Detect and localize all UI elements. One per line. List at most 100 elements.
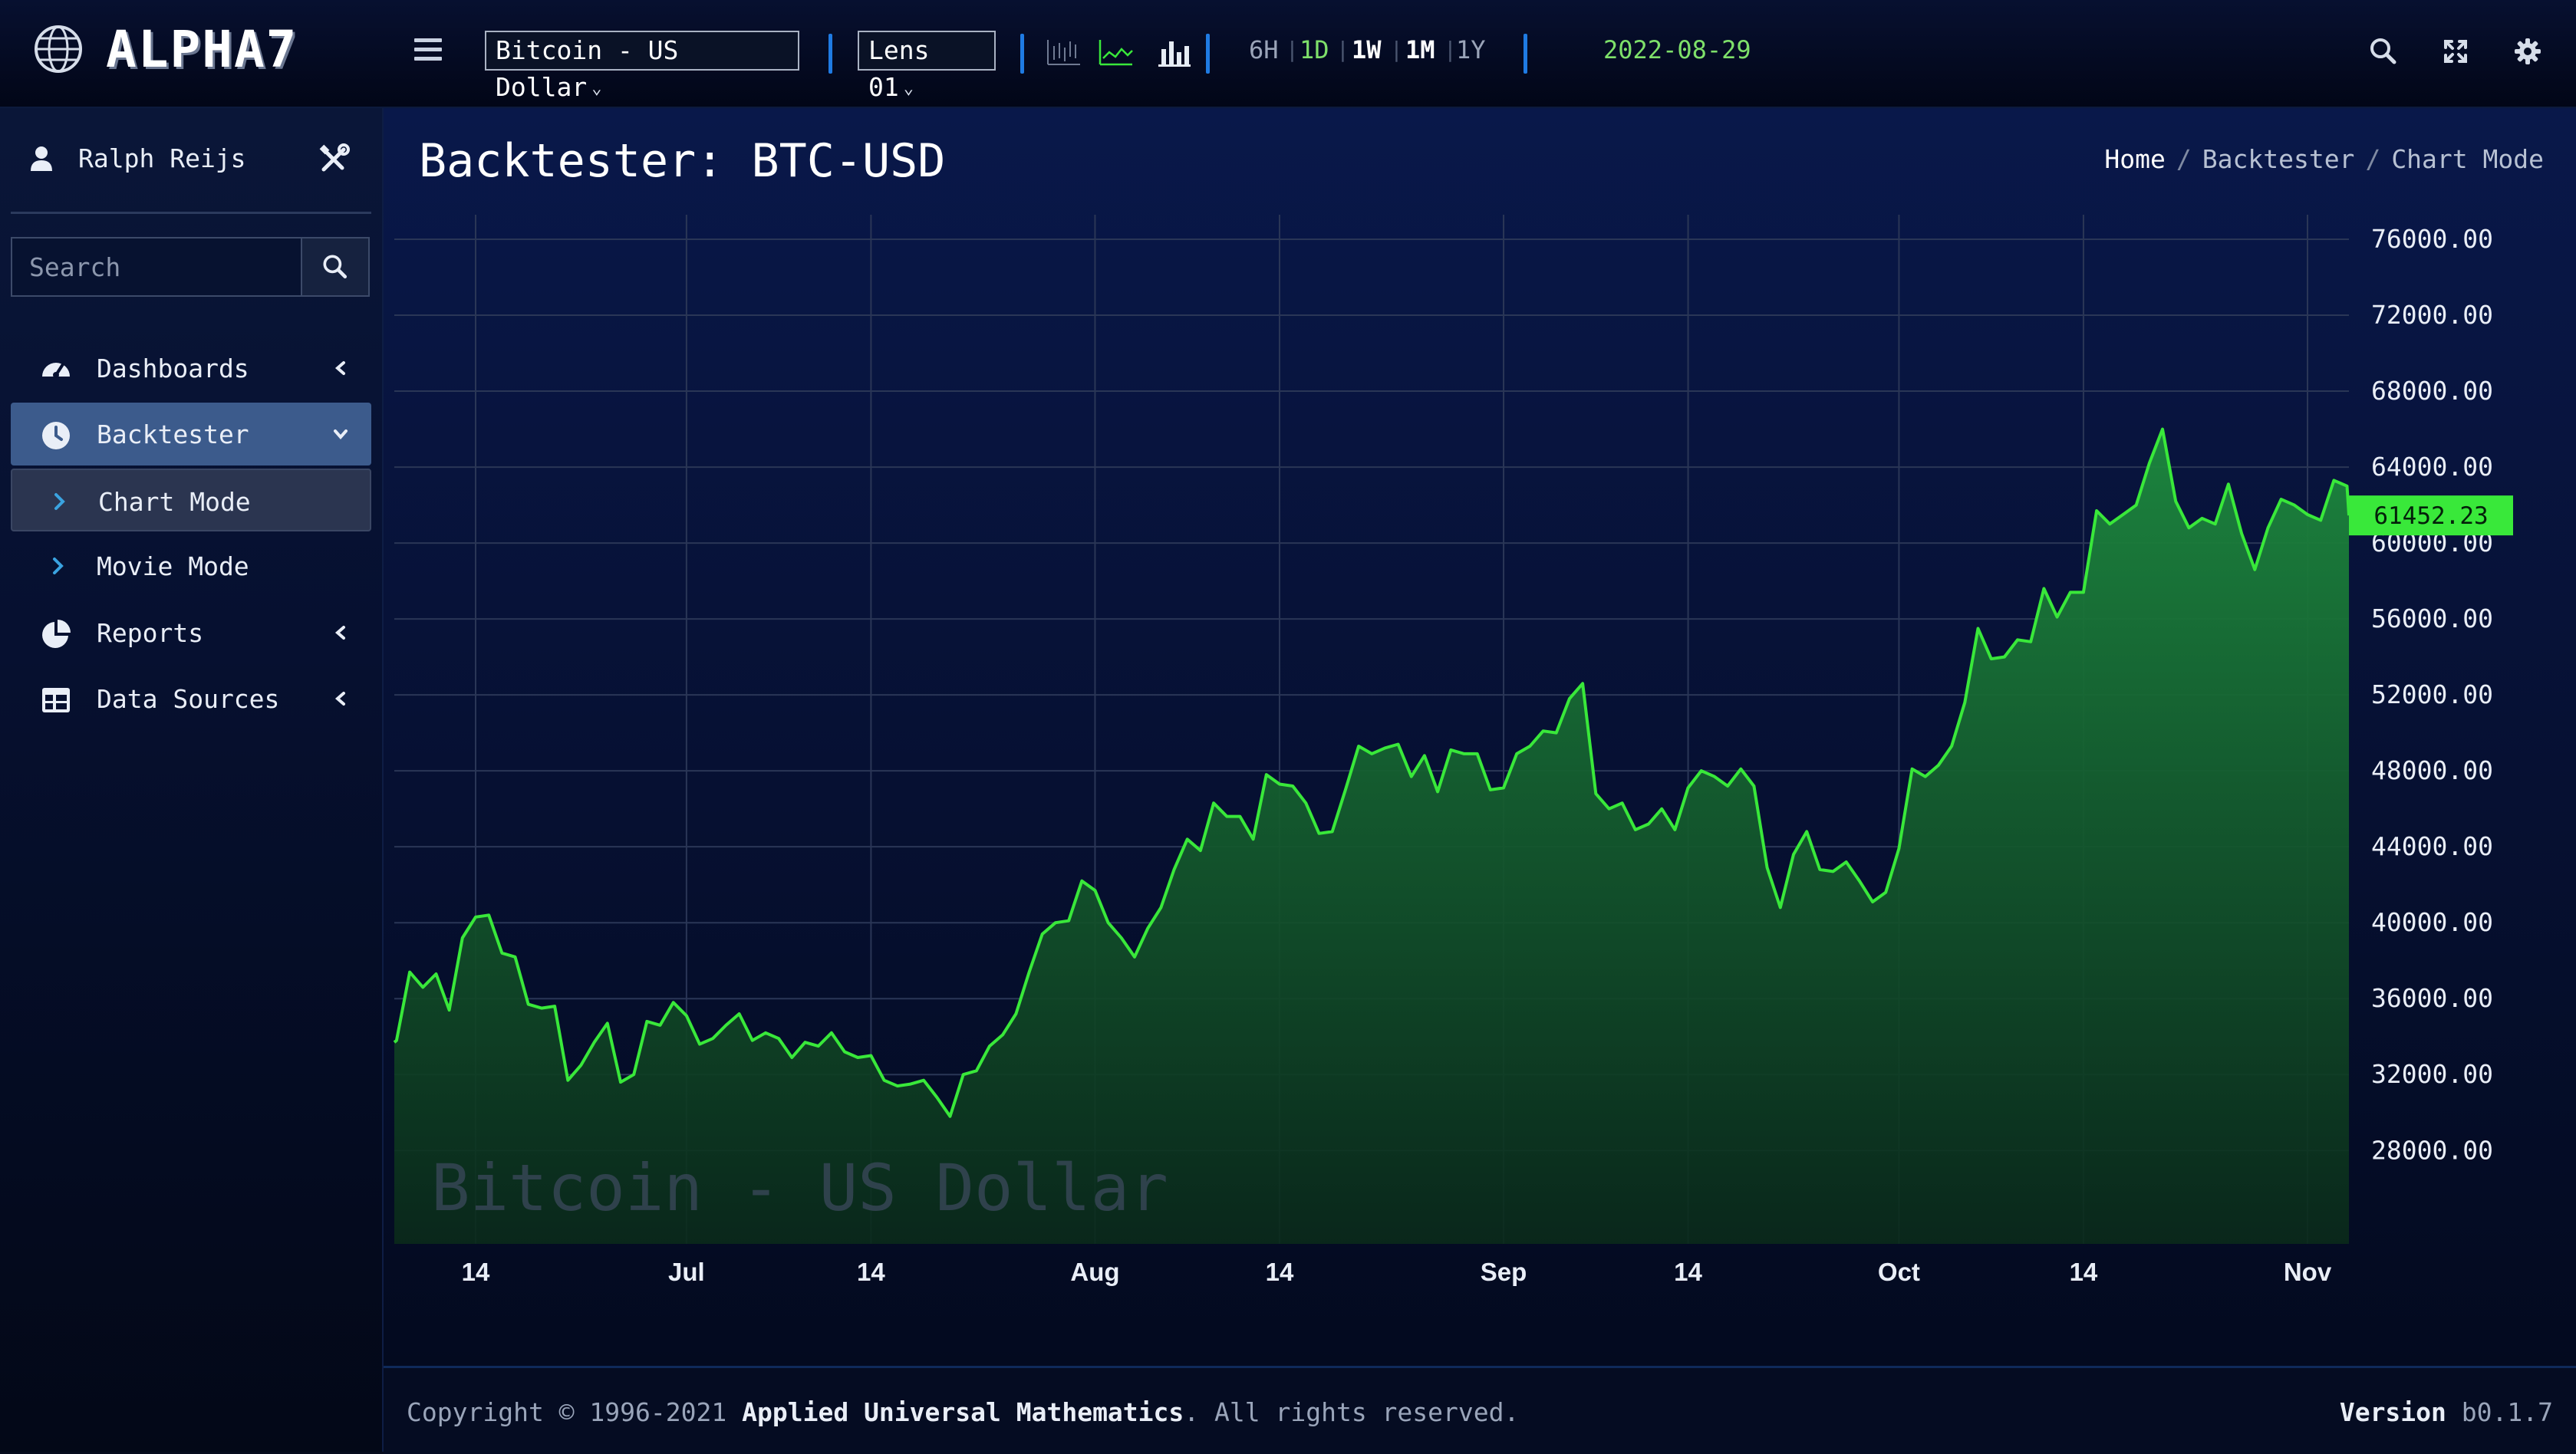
sidebar-item-label: Data Sources: [97, 684, 280, 714]
toolbar-separator: [1206, 34, 1210, 74]
line-chart-icon[interactable]: [1097, 35, 1135, 69]
footer: Copyright © 1996-2021 Applied Universal …: [384, 1366, 2576, 1454]
y-tick-label: 72000.00: [2371, 300, 2493, 330]
price-area: [394, 429, 2349, 1244]
y-axis: 76000.0072000.0068000.0064000.0060000.00…: [2371, 224, 2493, 1165]
x-tick-label: 14: [857, 1258, 885, 1286]
x-tick-label: Sep: [1481, 1258, 1527, 1286]
timeframe-1d[interactable]: 1D: [1300, 35, 1329, 64]
timeframe-divider: |: [1336, 37, 1349, 62]
sidebar-item-label: Reports: [97, 618, 204, 648]
search-icon: [323, 255, 348, 279]
lens-select[interactable]: Lens 01 ⌄: [858, 31, 996, 102]
x-tick-label: 14: [1266, 1258, 1294, 1286]
sidebar: Ralph Reijs Dashboards: [0, 108, 384, 1452]
instrument-select-value: Bitcoin - US Dollar: [496, 35, 679, 102]
sidebar-item-backtester[interactable]: Backtester: [11, 403, 371, 465]
chevron-down-icon: [334, 429, 348, 440]
x-tick-label: 14: [462, 1258, 490, 1286]
last-price-label: 61452.23: [2373, 502, 2488, 530]
timeframe-divider: |: [1286, 37, 1299, 62]
chevron-right-icon: [53, 558, 64, 574]
timeframe-divider: |: [1444, 37, 1457, 62]
chevron-left-icon: [334, 692, 345, 706]
search-button[interactable]: [301, 238, 368, 295]
copyright-suffix: . All rights reserved.: [1184, 1397, 1520, 1427]
bar-chart-icon[interactable]: [1155, 35, 1194, 69]
hamburger-menu-icon[interactable]: [414, 38, 442, 61]
sidebar-item-reports[interactable]: Reports: [11, 601, 371, 664]
chart-watermark: Bitcoin - US Dollar: [431, 1150, 1168, 1225]
x-tick-label: 14: [2070, 1258, 2098, 1286]
candlestick-chart-icon[interactable]: [1045, 35, 1083, 69]
search-input[interactable]: [12, 238, 301, 295]
y-tick-label: 48000.00: [2371, 755, 2493, 785]
search-icon[interactable]: [2366, 34, 2401, 69]
y-tick-label: 44000.00: [2371, 831, 2493, 861]
instrument-select[interactable]: Bitcoin - US Dollar ⌄: [485, 31, 799, 102]
user-name: Ralph Reijs: [78, 143, 246, 173]
company-name: Applied Universal Mathematics: [742, 1397, 1184, 1427]
version-info: Version b0.1.7: [2340, 1397, 2553, 1427]
x-tick-label: 14: [1674, 1258, 1702, 1286]
breadcrumb-separator: /: [2176, 144, 2192, 174]
breadcrumb-backtester[interactable]: Backtester: [2202, 144, 2355, 174]
lens-select-value: Lens 01: [868, 35, 930, 102]
last-price-marker: 61452.23: [2349, 495, 2513, 536]
clock-icon: [42, 422, 70, 449]
chevron-down-icon: ⌄: [903, 78, 914, 98]
timeframe-6h[interactable]: 6H: [1249, 35, 1279, 64]
sidebar-item-label: Backtester: [97, 419, 249, 449]
breadcrumb-separator: /: [2365, 144, 2381, 174]
x-tick-label: Nov: [2284, 1258, 2332, 1286]
fullscreen-icon[interactable]: [2438, 34, 2473, 69]
top-bar: ALPHA7 Bitcoin - US Dollar ⌄ Lens 01 ⌄ 6H …: [0, 0, 2576, 108]
chevron-left-icon: [334, 626, 345, 640]
timeframe-1m[interactable]: 1M: [1405, 35, 1435, 64]
table-icon: [42, 688, 70, 712]
page-title: Backtester: BTC-USD: [419, 134, 946, 188]
copyright-prefix: Copyright © 1996-2021: [407, 1397, 727, 1427]
pie-chart-icon: [42, 620, 71, 648]
toolbar-separator: [828, 34, 832, 74]
sidebar-item-dashboards[interactable]: Dashboards: [11, 337, 371, 400]
x-tick-label: Aug: [1070, 1258, 1119, 1286]
sidebar-search: [11, 237, 370, 297]
sidebar-item-label: Movie Mode: [97, 551, 249, 581]
sidebar-item-movie-mode[interactable]: Movie Mode: [11, 535, 371, 597]
x-tick-label: Oct: [1878, 1258, 1920, 1286]
globe-logo-icon: [35, 25, 82, 73]
x-tick-label: Jul: [668, 1258, 705, 1286]
sidebar-item-label: Chart Mode: [98, 487, 251, 517]
chevron-left-icon: [334, 361, 345, 375]
version-label: Version: [2339, 1397, 2446, 1427]
current-date[interactable]: 2022-08-29: [1603, 35, 1751, 64]
copyright-text: Copyright © 1996-2021 Applied Universal …: [407, 1397, 1519, 1427]
timeframe-divider: |: [1390, 37, 1403, 62]
timeframe-1w[interactable]: 1W: [1352, 35, 1382, 64]
tools-icon[interactable]: [316, 142, 351, 177]
breadcrumb-home[interactable]: Home: [2104, 144, 2166, 174]
user-panel: Ralph Reijs: [0, 108, 382, 208]
toolbar-separator: [1524, 34, 1527, 74]
y-tick-label: 40000.00: [2371, 907, 2493, 937]
gear-icon[interactable]: [2510, 34, 2545, 69]
version-number: b0.1.7: [2461, 1397, 2553, 1427]
sidebar-item-chart-mode[interactable]: Chart Mode: [11, 469, 371, 531]
breadcrumb-current: Chart Mode: [2391, 144, 2544, 174]
price-chart[interactable]: Bitcoin - US Dollar 76000.00 72000.00 6800…: [384, 207, 2576, 1304]
chevron-down-icon: ⌄: [591, 78, 602, 98]
toolbar-separator: [1020, 34, 1024, 74]
timeframe-1y[interactable]: 1Y: [1456, 35, 1486, 64]
y-tick-label: 52000.00: [2371, 679, 2493, 709]
y-tick-label: 76000.00: [2371, 224, 2493, 254]
y-tick-label: 32000.00: [2371, 1059, 2493, 1089]
y-tick-label: 68000.00: [2371, 376, 2493, 406]
y-tick-label: 56000.00: [2371, 604, 2493, 633]
sidebar-item-data-sources[interactable]: Data Sources: [11, 667, 371, 730]
sidebar-divider: [11, 212, 371, 214]
app-logo: ALPHA7: [106, 20, 298, 79]
user-icon: [31, 146, 52, 171]
y-tick-label: 28000.00: [2371, 1135, 2493, 1165]
gauge-icon: [42, 363, 70, 378]
